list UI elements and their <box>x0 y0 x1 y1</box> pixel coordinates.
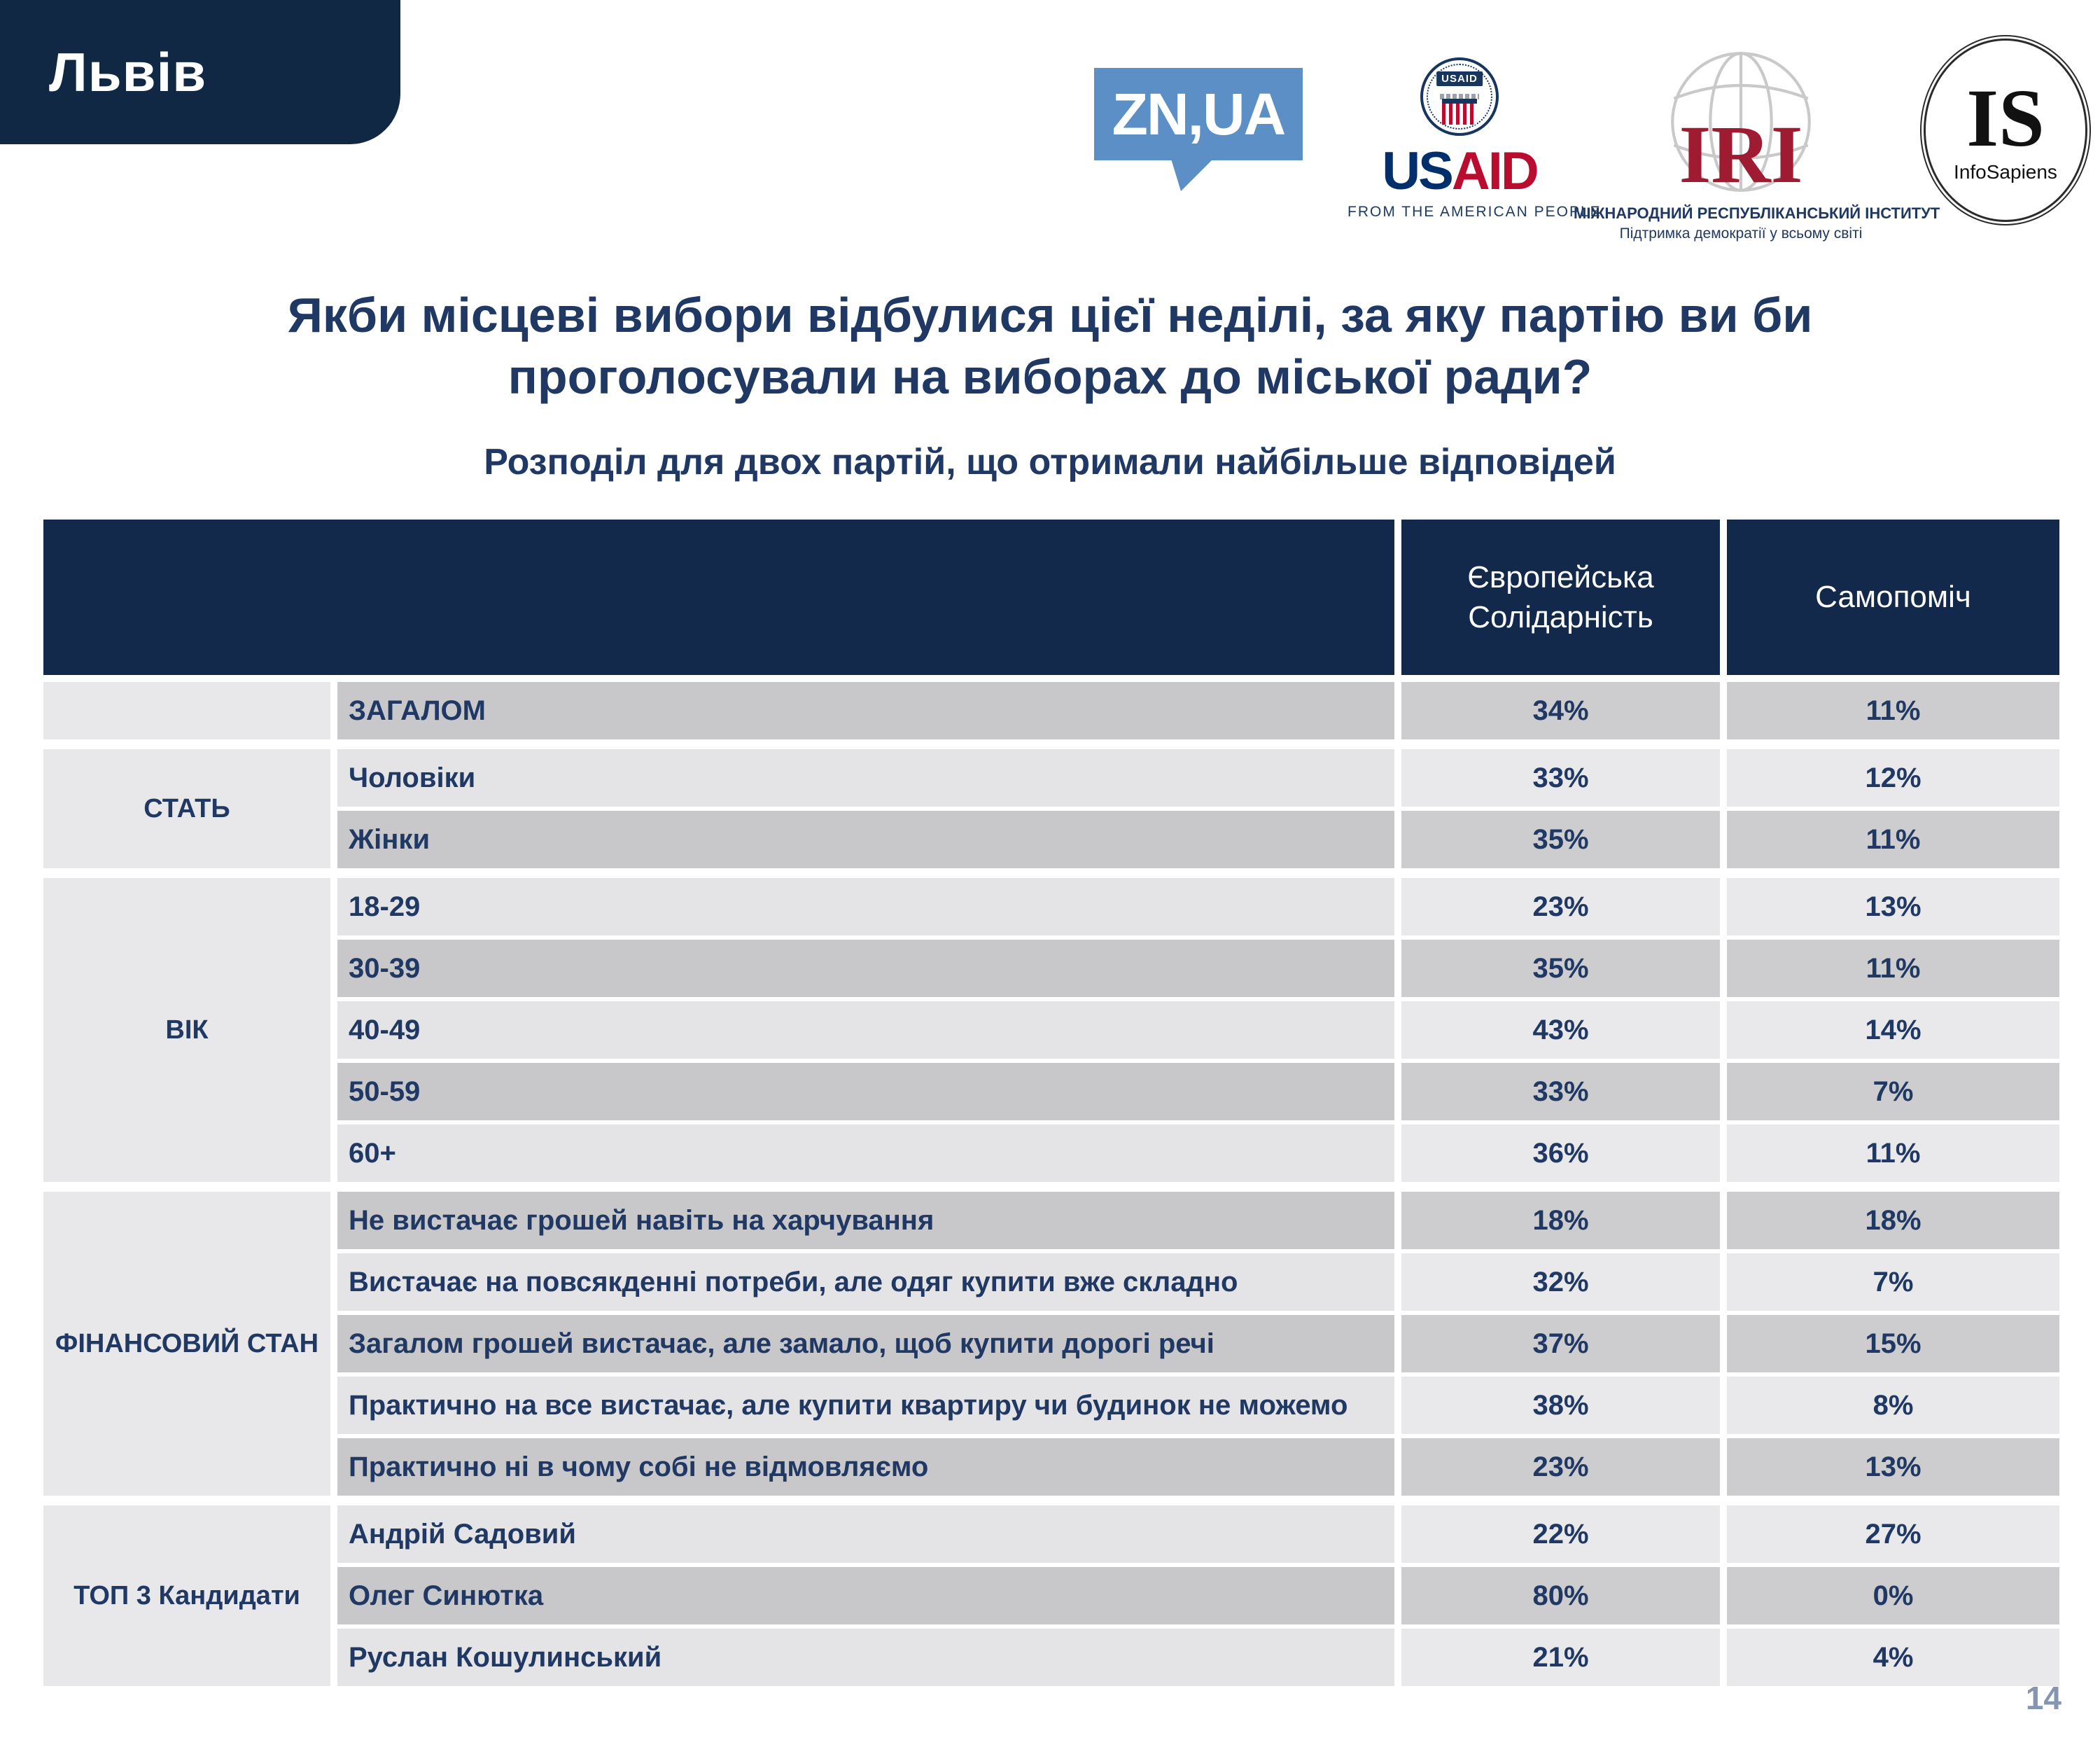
results-table: Європейська Солідарність Самопоміч ЗАГАЛ… <box>43 520 2059 1686</box>
row-value-sp: 11% <box>1727 940 2059 997</box>
row-label: Андрій Садовий <box>337 1505 1394 1563</box>
row-label: Не вистачає грошей навіть на харчування <box>337 1192 1394 1249</box>
row-value-es: 33% <box>1401 1063 1720 1120</box>
row-value-es: 38% <box>1401 1377 1720 1434</box>
row-value-sp: 13% <box>1727 878 2059 935</box>
row-value-sp: 11% <box>1727 682 2059 739</box>
handshake-icon <box>1440 94 1479 99</box>
table-group-age: ВІК 18-29 23% 13% 30-39 35% 11% 40-49 43… <box>43 878 2059 1182</box>
row-value-sp: 0% <box>1727 1567 2059 1624</box>
znua-logo-text: ZN,UA <box>1112 81 1287 147</box>
row-value-es: 22% <box>1401 1505 1720 1563</box>
row-value-es: 23% <box>1401 1438 1720 1496</box>
row-label: Вистачає на повсякденні потреби, але одя… <box>337 1253 1394 1311</box>
usaid-wordmark-aid: AID <box>1451 141 1539 201</box>
row-label: 18-29 <box>337 878 1394 935</box>
table-group-candidates: ТОП 3 Кандидати Андрій Садовий 22% 27% О… <box>43 1505 2059 1686</box>
category-cell <box>43 682 330 739</box>
row-value-es: 18% <box>1401 1192 1720 1249</box>
speech-bubble-tail-icon <box>1171 159 1213 191</box>
iri-acronym: IRI <box>1679 109 1803 200</box>
shield-stripes-icon <box>1442 99 1477 125</box>
row-value-es: 80% <box>1401 1567 1720 1624</box>
iri-slogan-line: Підтримка демократії у всьому світі <box>1619 225 1863 242</box>
row-value-sp: 12% <box>1727 749 2059 807</box>
row-label: Практично ні в чому собі не відмовляємо <box>337 1438 1394 1496</box>
table-group-financial: ФІНАНСОВИЙ СТАН Не вистачає грошей навіт… <box>43 1192 2059 1496</box>
row-label: Руслан Кошулинський <box>337 1629 1394 1686</box>
column-header-es: Європейська Солідарність <box>1467 559 1654 634</box>
row-value-es: 32% <box>1401 1253 1720 1311</box>
column-separator <box>1394 520 1401 675</box>
row-label: Загалом грошей вистачає, але замало, щоб… <box>337 1315 1394 1372</box>
category-cell: ВІК <box>43 878 330 1182</box>
usaid-wordmark: USAID <box>1348 145 1572 198</box>
row-value-sp: 13% <box>1727 1438 2059 1496</box>
usaid-tagline: FROM THE AMERICAN PEOPLE <box>1348 204 1602 220</box>
row-value-es: 23% <box>1401 878 1720 935</box>
table-header: Європейська Солідарність Самопоміч <box>43 520 2059 675</box>
row-value-sp: 27% <box>1727 1505 2059 1563</box>
row-value-sp: 11% <box>1727 1125 2059 1182</box>
row-value-sp: 15% <box>1727 1315 2059 1372</box>
usaid-wordmark-us: US <box>1382 141 1454 201</box>
row-label: Практично на все вистачає, але купити кв… <box>337 1377 1394 1434</box>
row-label: 40-49 <box>337 1001 1394 1059</box>
row-label: Олег Синютка <box>337 1567 1394 1624</box>
row-value-sp: 18% <box>1727 1192 2059 1249</box>
row-value-es: 36% <box>1401 1125 1720 1182</box>
row-label: 60+ <box>337 1125 1394 1182</box>
usaid-logo: USAID USAID FROM THE AMERICAN PEOPLE <box>1348 57 1602 221</box>
row-value-sp: 14% <box>1727 1001 2059 1059</box>
row-value-es: 43% <box>1401 1001 1720 1059</box>
row-value-sp: 7% <box>1727 1063 2059 1120</box>
row-label: 50-59 <box>337 1063 1394 1120</box>
infosapiens-logo: IS InfoSapiens <box>1924 39 2087 222</box>
category-cell: СТАТЬ <box>43 749 330 868</box>
page-number: 14 <box>2025 1680 2062 1716</box>
table-group-total: ЗАГАЛОМ 34% 11% <box>43 682 2059 739</box>
column-separator <box>1720 520 1727 675</box>
column-header-sp: Самопоміч <box>1815 580 1971 615</box>
row-value-sp: 7% <box>1727 1253 2059 1311</box>
infosapiens-name: InfoSapiens <box>1954 161 2057 183</box>
infosapiens-acronym: IS <box>1966 72 2045 164</box>
row-value-es: 35% <box>1401 940 1720 997</box>
row-label: ЗАГАЛОМ <box>337 682 1394 739</box>
row-value-es: 33% <box>1401 749 1720 807</box>
iri-name-line: МІЖНАРОДНИЙ РЕСПУБЛІКАНСЬКИЙ ІНСТИТУТ <box>1574 204 1940 222</box>
row-label: 30-39 <box>337 940 1394 997</box>
region-banner-label: Львів <box>49 41 207 103</box>
table-group-gender: СТАТЬ Чоловіки 33% 12% Жінки 35% 11% <box>43 749 2059 868</box>
category-cell: ТОП 3 Кандидати <box>43 1505 330 1686</box>
iri-logo: IRI МІЖНАРОДНИЙ РЕСПУБЛІКАНСЬКИЙ ІНСТИТУ… <box>1574 48 1940 242</box>
usaid-seal-text: USAID <box>1436 71 1483 86</box>
row-value-es: 34% <box>1401 682 1720 739</box>
row-value-es: 37% <box>1401 1315 1720 1372</box>
row-value-es: 21% <box>1401 1629 1720 1686</box>
slide-title: Якби місцеві вибори відбулися цієї неділ… <box>287 288 1813 405</box>
znua-logo: ZN,UA <box>1094 68 1303 191</box>
usaid-seal-icon: USAID <box>1420 57 1499 136</box>
row-value-sp: 8% <box>1727 1377 2059 1434</box>
row-value-sp: 4% <box>1727 1629 2059 1686</box>
slide-subtitle: Розподіл для двох партій, що отримали на… <box>484 442 1616 482</box>
row-value-es: 35% <box>1401 811 1720 868</box>
category-cell: ФІНАНСОВИЙ СТАН <box>43 1192 330 1496</box>
row-label: Жінки <box>337 811 1394 868</box>
globe-icon <box>1671 52 1811 192</box>
row-label: Чоловіки <box>337 749 1394 807</box>
region-banner: Львів <box>0 0 400 144</box>
row-value-sp: 11% <box>1727 811 2059 868</box>
